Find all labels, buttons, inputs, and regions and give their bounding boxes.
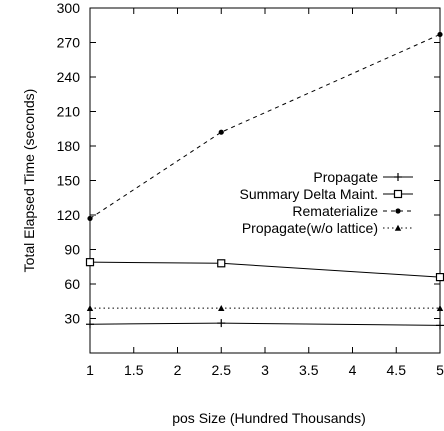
y-tick-label: 90 — [64, 242, 80, 258]
data-point — [435, 273, 444, 282]
data-point — [218, 304, 225, 311]
data-point — [436, 321, 444, 330]
series-3 — [86, 304, 444, 311]
legend-label: Rematerialize — [292, 203, 378, 219]
series-line — [89, 322, 441, 326]
x-tick-label: 1.5 — [124, 362, 144, 378]
y-tick-label: 150 — [57, 173, 81, 189]
x-tick-label: 2 — [174, 362, 182, 378]
y-tick-label: 270 — [57, 35, 81, 51]
y-tick-label: 240 — [57, 69, 81, 85]
y-tick-label: 60 — [64, 276, 80, 292]
y-tick-label: 30 — [64, 311, 80, 327]
y-tick-label: 300 — [57, 0, 81, 16]
x-tick-label: 1 — [86, 362, 94, 378]
data-point — [217, 259, 226, 268]
series-1 — [85, 258, 444, 282]
data-point — [86, 320, 94, 329]
legend-marker — [395, 208, 401, 214]
x-axis-label: pos Size (Hundred Thousands) — [172, 410, 366, 426]
series-2 — [87, 31, 443, 222]
x-tick-label: 4.5 — [387, 362, 407, 378]
axes-group: 30 60 90 120 150 180 210 240 270 300 1 1.5 2 2.5 3 3.5 4… — [21, 0, 444, 426]
legend-entry: Summary Delta Maint. — [240, 186, 413, 202]
legend-label: Summary Delta Maint. — [240, 186, 378, 202]
series-0 — [86, 319, 444, 330]
legend-entry: Rematerialize — [292, 203, 413, 219]
legend-entry: Propagate — [313, 169, 413, 185]
data-point — [86, 304, 94, 311]
legend-marker — [393, 189, 403, 199]
y-tick-label: 210 — [57, 104, 81, 120]
data-point — [218, 129, 224, 135]
x-tick-label: 3 — [261, 362, 269, 378]
x-tick-label: 4 — [349, 362, 357, 378]
y-tick-label: 180 — [57, 138, 81, 154]
series-line — [89, 261, 441, 278]
legend-label: Propagate(w/o lattice) — [242, 220, 378, 236]
plot-frame — [89, 7, 441, 354]
y-tick-label: 120 — [57, 207, 81, 223]
data-point — [437, 31, 443, 38]
y-axis-label: Total Elapsed Time (seconds) — [21, 89, 37, 273]
data-point — [217, 319, 226, 328]
data-point — [436, 304, 444, 311]
x-tick-label: 5 — [436, 362, 444, 378]
series-group — [85, 31, 444, 330]
legend-label: Propagate — [313, 169, 378, 185]
data-point — [85, 258, 95, 267]
x-tick-label: 2.5 — [212, 362, 232, 378]
legend-entry: Propagate(w/o lattice) — [242, 220, 413, 236]
legend-marker — [394, 224, 402, 231]
data-point — [87, 215, 93, 222]
legend-marker — [394, 173, 402, 181]
x-tick-label: 3.5 — [299, 362, 319, 378]
